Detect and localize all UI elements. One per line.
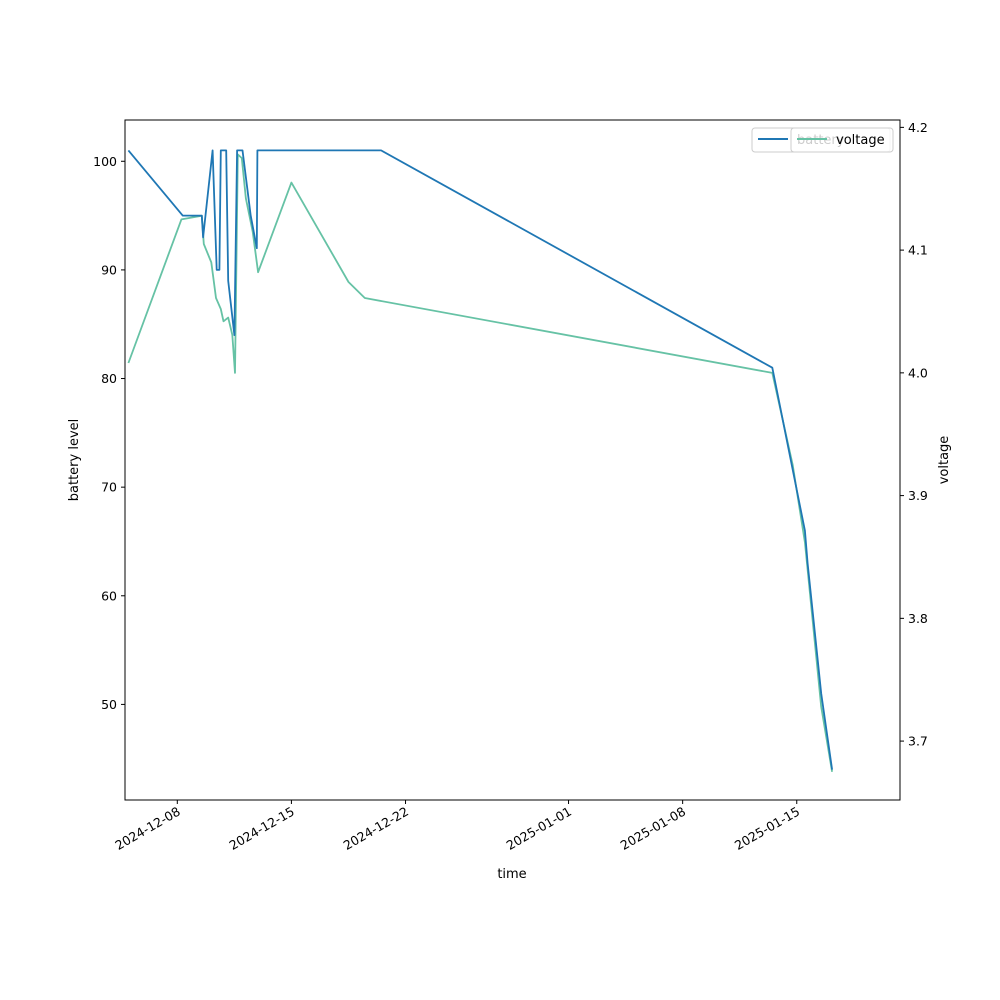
x-axis-label: time <box>497 867 526 882</box>
legend-box <box>790 127 894 153</box>
series-line-battery <box>127 149 833 770</box>
plot-frame <box>124 119 901 801</box>
y-axis-right: 3.7 3.8 3.9 4.0 4.1 4.2 <box>900 120 928 749</box>
y-tick-label: 70 <box>101 480 117 495</box>
legend-voltage: voltage <box>790 127 894 153</box>
y2-axis-label: voltage <box>937 436 952 485</box>
y2-tick-label: 3.7 <box>908 734 928 749</box>
y2-tick-label: 4.2 <box>908 120 928 135</box>
y-tick-label: 60 <box>101 588 117 603</box>
y-axis-label: battery level <box>67 419 82 502</box>
y-tick-label: 90 <box>101 262 117 277</box>
y2-tick-label: 4.0 <box>908 365 928 380</box>
y2-tick-label: 3.8 <box>908 611 928 626</box>
legend-label-voltage: voltage <box>836 133 885 148</box>
y-axis-left: 50 60 70 80 90 100 <box>93 154 125 712</box>
y2-tick-label: 4.1 <box>908 243 928 258</box>
y2-tick-label: 3.9 <box>908 488 928 503</box>
y-tick-label: 100 <box>93 154 117 169</box>
y-tick-label: 50 <box>101 697 117 712</box>
series-layer <box>127 149 833 772</box>
y-tick-label: 80 <box>101 371 117 386</box>
